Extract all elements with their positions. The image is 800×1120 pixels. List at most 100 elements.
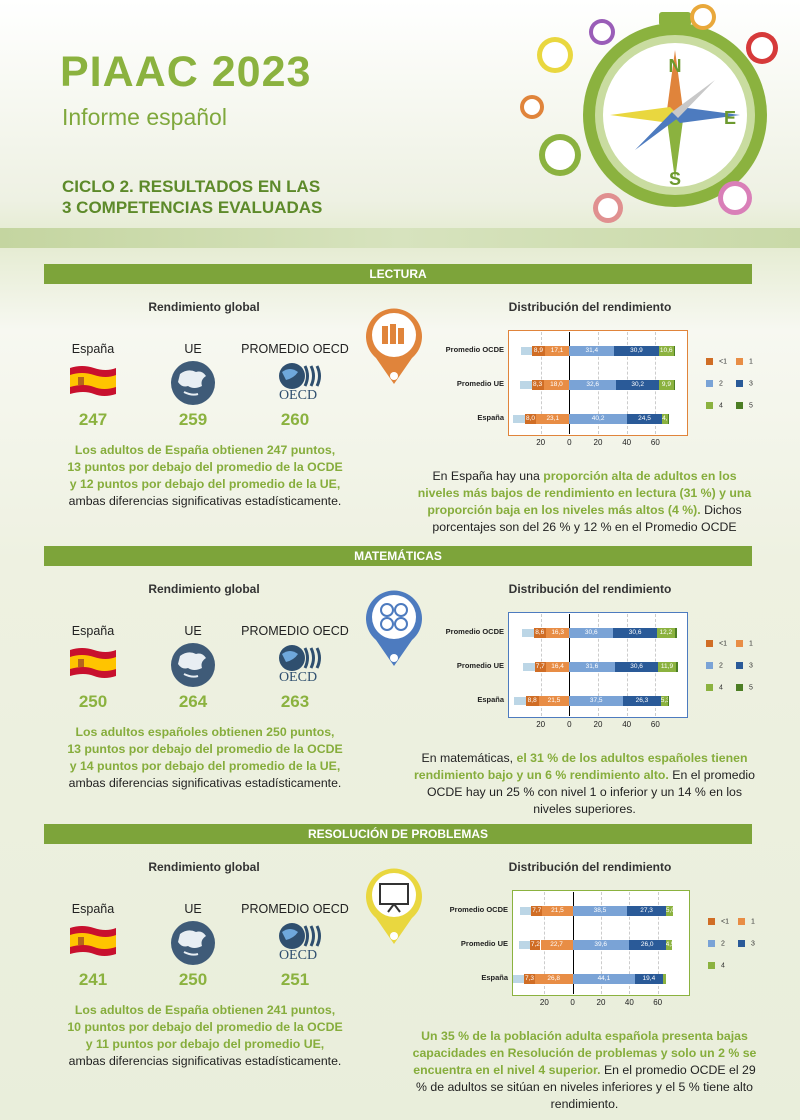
chart-bar-4: 4,1 bbox=[662, 414, 668, 424]
chart-legend-item: 5 bbox=[736, 684, 753, 691]
chart-row-label: España bbox=[481, 973, 508, 982]
legend-swatch bbox=[736, 684, 743, 691]
chart-tick-label: 40 bbox=[622, 438, 632, 447]
summary-left-line: 13 puntos por debajo del promedio de la … bbox=[67, 460, 343, 474]
legend-swatch bbox=[708, 918, 715, 925]
section-title-bar: RESOLUCIÓN DE PROBLEMAS bbox=[44, 824, 752, 844]
chart-bar-4 bbox=[662, 974, 667, 984]
rendimiento-global-heading: Rendimiento global bbox=[148, 300, 260, 314]
chart-bar-4: 10,6 bbox=[658, 346, 674, 356]
summary-right-part: En el promedio OCDE el 29 % de adultos s… bbox=[416, 1063, 756, 1111]
chart-legend-item: 3 bbox=[738, 940, 755, 947]
spain-flag-icon bbox=[68, 924, 120, 972]
country-name: PROMEDIO OECD bbox=[241, 624, 349, 638]
chart-legend-item: 4 bbox=[706, 402, 723, 409]
chart-tick-label: 0 bbox=[570, 998, 575, 1007]
spain-flag-icon bbox=[68, 646, 120, 694]
cycle-heading-line2: 3 COMPETENCIAS EVALUADAS bbox=[62, 198, 323, 217]
chart-bar-lt1: 8,0 bbox=[524, 414, 537, 424]
chart-tick-label: 40 bbox=[622, 720, 632, 729]
legend-label: <1 bbox=[719, 640, 727, 648]
chart-bar-4: 5,0 bbox=[665, 906, 673, 916]
distribucion-heading: Distribución del rendimiento bbox=[508, 300, 672, 314]
legend-label: 4 bbox=[721, 962, 725, 970]
chart-bar-4: 4,5 bbox=[665, 940, 672, 950]
distribution-chart bbox=[512, 890, 690, 996]
chart-bar-lt1: 8,8 bbox=[525, 696, 539, 706]
score-value: 264 bbox=[178, 692, 208, 711]
chart-bar-3: 30,6 bbox=[613, 628, 658, 638]
legend-label: <1 bbox=[721, 918, 729, 926]
chart-bar-2: 38,5 bbox=[572, 906, 628, 916]
chart-tick-label: 20 bbox=[539, 998, 549, 1007]
legend-swatch bbox=[738, 940, 745, 947]
chart-bar-2: 31,4 bbox=[569, 346, 615, 356]
compass-s: S bbox=[669, 169, 681, 189]
distribution-chart bbox=[508, 612, 688, 718]
compass-e: E bbox=[724, 108, 736, 128]
chart-row-label: Promedio OCDE bbox=[445, 345, 504, 354]
summary-right-part: En el promedio OCDE hay un 25 % con nive… bbox=[426, 768, 755, 816]
oecd-logo-icon bbox=[272, 360, 324, 408]
score-value: 247 bbox=[78, 410, 108, 429]
chart-bar-3: 26,3 bbox=[623, 696, 661, 706]
legend-swatch bbox=[736, 662, 743, 669]
legend-swatch bbox=[736, 402, 743, 409]
chart-bar-lt1: 7,7 bbox=[534, 662, 546, 672]
chart-tick-label: 20 bbox=[536, 720, 546, 729]
chart-legend-item: 2 bbox=[706, 662, 723, 669]
chart-bar-2: 37,5 bbox=[569, 696, 624, 706]
summary-left: Los adultos de España obtienen 247 punto… bbox=[40, 442, 370, 510]
chart-bar-3: 30,2 bbox=[616, 380, 660, 390]
chart-gridline bbox=[569, 614, 571, 716]
legend-label: 3 bbox=[749, 380, 753, 388]
distribucion-heading: Distribución del rendimiento bbox=[508, 582, 672, 596]
summary-left-line: ambas diferencias significativas estadís… bbox=[68, 776, 342, 790]
chart-row-label: Promedio OCDE bbox=[445, 627, 504, 636]
chart-legend-item: 3 bbox=[736, 380, 753, 387]
chart-bar-5 bbox=[673, 346, 676, 356]
chart-bar-3: 30,9 bbox=[614, 346, 659, 356]
legend-swatch bbox=[736, 380, 743, 387]
oecd-logo-text: OECD bbox=[278, 948, 318, 963]
chart-legend-item: 3 bbox=[736, 662, 753, 669]
score-value: 263 bbox=[280, 692, 310, 711]
oecd-logo-text: OECD bbox=[278, 670, 318, 685]
chart-row-label: Promedio UE bbox=[460, 939, 508, 948]
chart-bar-2: 31,6 bbox=[569, 662, 615, 672]
country-name: UE bbox=[184, 624, 202, 638]
chart-bar-1: 17,1 bbox=[544, 346, 570, 356]
legend-label: 4 bbox=[719, 684, 723, 692]
score-value: 259 bbox=[178, 410, 208, 429]
chart-bar-tail bbox=[522, 629, 534, 637]
chart-tick-label: 60 bbox=[653, 998, 663, 1007]
legend-label: 1 bbox=[751, 918, 755, 926]
country-name: España bbox=[71, 624, 115, 638]
chart-bar-1: 21,5 bbox=[542, 906, 573, 916]
summary-left-line: Los adultos españoles obtienen 250 punto… bbox=[75, 725, 335, 739]
summary-left-line: Los adultos de España obtienen 247 punto… bbox=[74, 443, 336, 457]
chart-bar-lt1: 7,2 bbox=[530, 940, 541, 950]
chart-gridline bbox=[598, 332, 599, 434]
oecd-logo-icon bbox=[272, 920, 324, 968]
chart-tick-label: 20 bbox=[593, 438, 603, 447]
chart-gridline bbox=[569, 332, 571, 434]
books-icon bbox=[362, 304, 426, 386]
summary-right: En matemáticas, el 31 % de los adultos e… bbox=[412, 750, 757, 818]
legend-label: 2 bbox=[719, 380, 723, 388]
chart-bar-1: 23,1 bbox=[536, 414, 570, 424]
legend-label: 5 bbox=[749, 684, 753, 692]
chart-bar-3: 27,3 bbox=[627, 906, 666, 916]
score-value: 251 bbox=[280, 970, 310, 989]
chart-legend-item: 5 bbox=[736, 402, 753, 409]
chart-gridline bbox=[544, 892, 546, 994]
spain-flag-icon bbox=[68, 364, 120, 412]
chart-bar-lt1: 8,6 bbox=[533, 628, 546, 638]
chart-tick-label: 20 bbox=[596, 998, 606, 1007]
chart-bar-tail bbox=[520, 381, 532, 389]
chart-bar-tail bbox=[513, 975, 525, 983]
chart-tick-label: 60 bbox=[650, 720, 660, 729]
summary-right-part: En matemáticas, bbox=[421, 751, 517, 765]
section-title-bar: LECTURA bbox=[44, 264, 752, 284]
cycle-heading-line1: CICLO 2. RESULTADOS EN LAS bbox=[62, 177, 321, 196]
